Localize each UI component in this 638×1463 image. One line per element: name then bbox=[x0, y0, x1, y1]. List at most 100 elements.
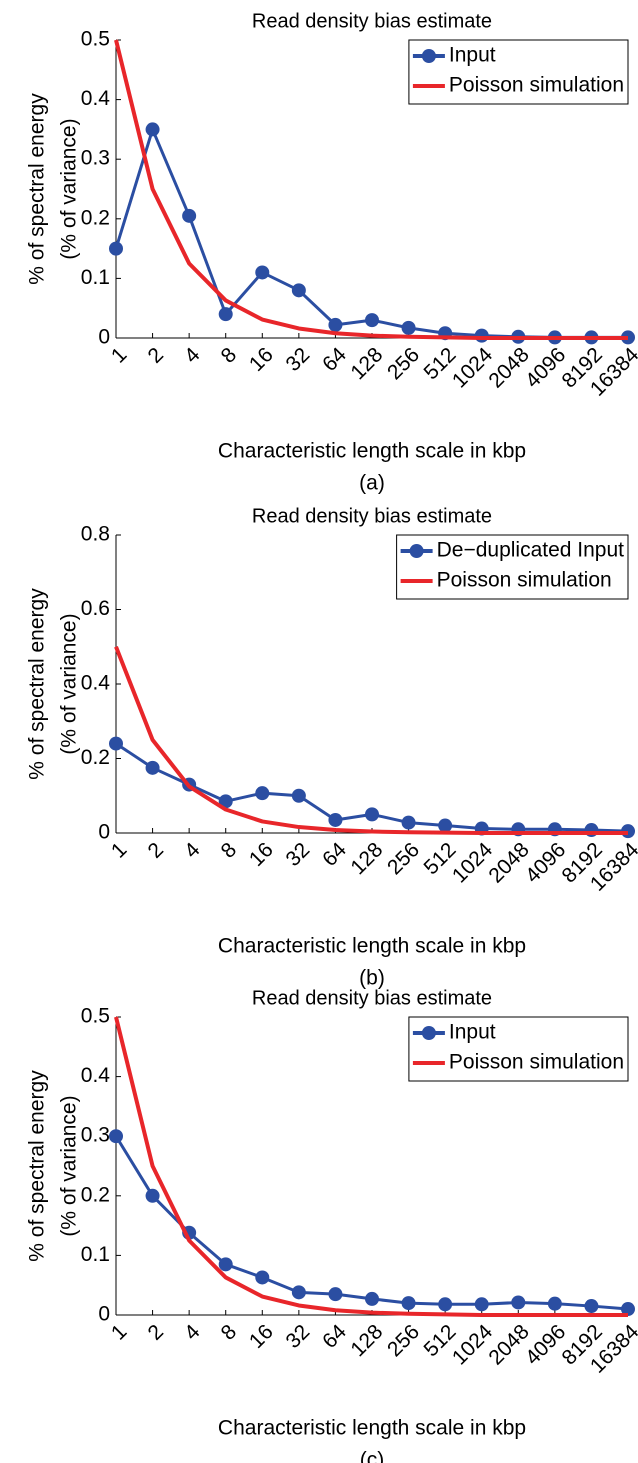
y-tick-label: 0.8 bbox=[81, 523, 110, 546]
y-tick-label: 0.2 bbox=[81, 206, 110, 229]
data-point bbox=[218, 1257, 233, 1272]
x-tick-label: 32 bbox=[282, 838, 315, 871]
x-axis-label: Characteristic length scale in kbp bbox=[218, 1417, 526, 1440]
caption: (a) bbox=[359, 472, 385, 495]
data-point bbox=[291, 788, 306, 803]
data-point bbox=[438, 818, 453, 833]
data-point bbox=[474, 328, 489, 343]
data-point bbox=[401, 1296, 416, 1311]
legend-label: De−duplicated Input bbox=[437, 539, 625, 562]
series-line bbox=[114, 127, 628, 339]
caption: (c) bbox=[360, 1449, 385, 1463]
x-tick-label: 2048 bbox=[484, 1320, 533, 1369]
x-tick-label: 256 bbox=[383, 1320, 424, 1361]
y-axis-label: (% of variance) bbox=[58, 118, 81, 259]
data-point bbox=[328, 1287, 343, 1302]
x-tick-label: 16 bbox=[245, 343, 278, 376]
x-tick-label: 16 bbox=[245, 1320, 278, 1353]
legend: De−duplicated Input Poisson simulation bbox=[396, 534, 629, 600]
data-point bbox=[109, 1129, 123, 1144]
data-point bbox=[401, 320, 416, 335]
chart: Read density bias estimate 0 0.1 0.2 0.3 0.4 0… bbox=[26, 10, 638, 494]
legend-label: Poisson simulation bbox=[437, 569, 612, 592]
legend-box bbox=[396, 534, 629, 600]
data-point bbox=[328, 812, 343, 827]
data-point bbox=[145, 1188, 160, 1203]
y-axis-label: % of spectral energy bbox=[26, 588, 49, 780]
data-point bbox=[621, 1302, 635, 1317]
legend-box bbox=[408, 1016, 629, 1082]
data-point bbox=[109, 736, 123, 751]
data-point bbox=[255, 1270, 270, 1285]
y-tick-label: 0.4 bbox=[81, 1064, 111, 1087]
data-point bbox=[145, 760, 160, 775]
y-tick-label: 0.4 bbox=[81, 672, 111, 695]
y-axis-label: % of spectral energy bbox=[26, 93, 49, 285]
data-point bbox=[401, 815, 416, 830]
y-tick-label: 0.1 bbox=[81, 1243, 110, 1266]
y-tick-label: 0.5 bbox=[81, 1005, 110, 1028]
x-tick-label: 1024 bbox=[448, 343, 498, 393]
data-point bbox=[291, 1285, 306, 1300]
x-tick-label: 1024 bbox=[448, 1320, 498, 1370]
x-tick-label: 256 bbox=[383, 838, 424, 879]
y-axis-label: (% of variance) bbox=[58, 613, 81, 754]
legend: Input Poisson simulation bbox=[408, 1016, 629, 1082]
x-tick-label: 128 bbox=[346, 343, 387, 384]
data-point bbox=[218, 307, 233, 322]
chart-title: Read density bias estimate bbox=[252, 505, 492, 527]
legend-box bbox=[408, 39, 629, 105]
data-point bbox=[547, 1296, 562, 1311]
y-tick-label: 0 bbox=[98, 821, 110, 844]
series-line bbox=[114, 1016, 628, 1317]
series-line bbox=[114, 1135, 629, 1311]
legend-marker bbox=[421, 1026, 436, 1040]
data-point bbox=[328, 317, 343, 332]
data-point bbox=[365, 807, 379, 822]
x-tick-label: 64 bbox=[318, 343, 351, 376]
y-tick-label: 0.5 bbox=[81, 28, 110, 51]
chart-title: Read density bias estimate bbox=[252, 10, 492, 32]
x-tick-label: 2 bbox=[144, 838, 169, 863]
x-tick-label: 128 bbox=[346, 838, 387, 879]
y-tick-label: 0.2 bbox=[81, 1183, 110, 1206]
x-tick-label: 4 bbox=[180, 1320, 205, 1345]
x-tick-label: 16 bbox=[245, 838, 278, 871]
data-point bbox=[255, 786, 270, 801]
chart: Read density bias estimate 0 0.1 0.2 0.3 0.4 0… bbox=[26, 987, 638, 1463]
x-tick-label: 64 bbox=[318, 1320, 351, 1353]
legend-label: Input bbox=[449, 1021, 496, 1044]
data-point bbox=[584, 1299, 599, 1314]
data-point bbox=[365, 313, 379, 328]
chart: Read density bias estimate 0 0.2 0.4 0.6 0.8 1… bbox=[26, 505, 638, 989]
chart-title: Read density bias estimate bbox=[252, 987, 492, 1009]
x-tick-label: 4096 bbox=[521, 838, 570, 887]
legend-marker bbox=[409, 544, 424, 558]
y-tick-label: 0.6 bbox=[81, 597, 110, 620]
data-point bbox=[438, 1297, 453, 1312]
data-point bbox=[218, 794, 233, 809]
x-tick-label: 2 bbox=[144, 1320, 169, 1345]
x-tick-label: 128 bbox=[346, 1320, 387, 1361]
x-tick-label: 4 bbox=[180, 838, 205, 863]
x-tick-label: 4096 bbox=[521, 343, 570, 392]
x-tick-label: 4 bbox=[180, 343, 205, 368]
x-tick-label: 8 bbox=[217, 1320, 242, 1345]
x-tick-label: 2048 bbox=[484, 838, 533, 887]
x-tick-label: 8 bbox=[217, 343, 242, 368]
y-tick-label: 0.3 bbox=[81, 147, 110, 170]
legend-label: Poisson simulation bbox=[449, 1051, 624, 1074]
x-tick-label: 32 bbox=[282, 1320, 315, 1353]
data-point bbox=[511, 1295, 526, 1310]
data-point bbox=[255, 265, 270, 280]
legend-marker bbox=[421, 49, 436, 63]
data-point bbox=[474, 1297, 489, 1312]
x-tick-label: 256 bbox=[383, 343, 424, 384]
legend: Input Poisson simulation bbox=[408, 39, 629, 105]
x-tick-label: 2 bbox=[144, 343, 169, 368]
y-axis-label: % of spectral energy bbox=[26, 1070, 49, 1262]
y-tick-label: 0.1 bbox=[81, 266, 110, 289]
x-tick-label: 1 bbox=[107, 343, 132, 368]
y-tick-label: 0.3 bbox=[81, 1124, 110, 1147]
